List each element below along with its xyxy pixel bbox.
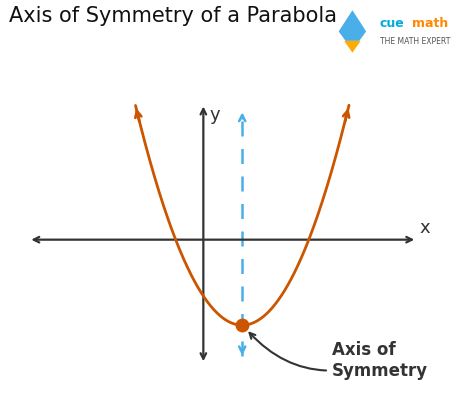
Text: Axis of Symmetry of a Parabola: Axis of Symmetry of a Parabola xyxy=(9,6,337,26)
Text: math: math xyxy=(412,17,448,30)
Text: Axis of
Symmetry: Axis of Symmetry xyxy=(249,333,428,380)
Polygon shape xyxy=(344,41,361,53)
Text: cue: cue xyxy=(380,17,405,30)
Polygon shape xyxy=(338,10,366,41)
Text: y: y xyxy=(209,106,220,123)
Text: THE MATH EXPERT: THE MATH EXPERT xyxy=(380,37,450,46)
Text: x: x xyxy=(419,219,430,237)
